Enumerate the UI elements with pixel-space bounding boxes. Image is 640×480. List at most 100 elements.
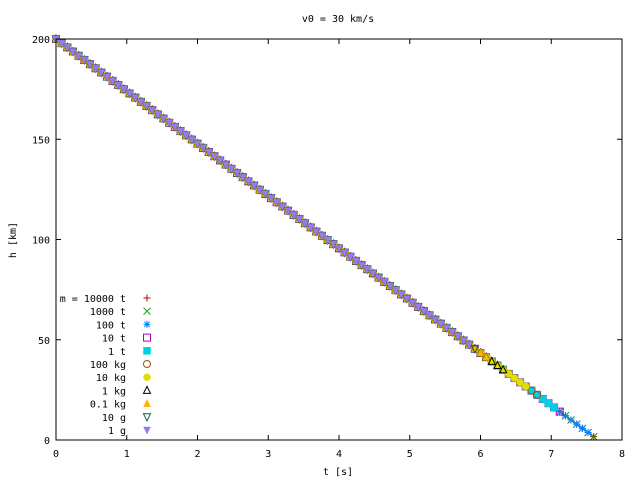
legend-marker [143,399,151,407]
legend-label: 1 t [108,347,126,358]
data-point [414,303,423,312]
data-point [204,148,213,157]
data-point [408,299,417,308]
data-point [57,39,66,48]
data-point [561,412,569,420]
data-point [318,232,326,241]
data-point [539,395,547,403]
y-tick-label: 0 [44,436,50,447]
data-point [153,111,162,119]
data-point [170,123,179,132]
data-point [567,416,575,424]
chart-title: v0 = 30 km/s [302,14,374,25]
data-point [272,199,281,207]
data-point [493,360,502,370]
x-tick-label: 8 [619,449,625,460]
data-point [120,85,128,94]
data-point [255,186,264,195]
data-point [136,98,145,107]
y-axis-label: h [km] [8,222,19,258]
data-point [210,152,219,161]
data-point [159,115,168,124]
data-point [340,249,349,258]
data-point [403,295,411,304]
data-point [369,270,377,278]
data-point [476,348,485,357]
data-point [103,73,111,82]
data-point [176,127,185,136]
legend-label: 1 g [108,426,126,437]
data-point [284,207,292,216]
legend-label: 10 t [102,334,126,345]
data-point [391,286,400,295]
legend-label: 0.1 kg [90,400,126,411]
legend-marker [143,426,151,435]
x-tick-label: 6 [477,449,483,460]
legend-label: 100 kg [90,360,126,371]
data-point [165,119,174,128]
data-point [527,386,536,395]
data-point [323,236,332,245]
data-point [448,328,457,337]
data-point [80,56,89,65]
data-point [244,178,253,186]
data-point [114,81,123,90]
y-tick-label: 100 [32,236,50,247]
legend-label: m = 10000 t [60,294,126,305]
data-point [216,157,225,165]
data-point [357,261,366,270]
legend-label: 100 t [96,320,126,331]
x-tick-label: 4 [336,449,342,460]
legend-marker [143,347,151,355]
data-point [108,77,117,86]
legend-label: 10 kg [96,373,126,384]
data-point [142,102,151,111]
legend-label: 1 kg [102,386,126,397]
data-point [505,370,513,378]
data-point [589,432,598,441]
data-point [522,382,530,391]
data-point [386,282,394,291]
data-point [227,165,236,174]
x-tick-label: 2 [194,449,200,460]
data-point [86,60,94,69]
data-point [91,65,100,73]
x-tick-label: 7 [548,449,554,460]
data-point [436,320,445,329]
data-point [250,182,259,191]
data-point [306,224,315,232]
data-point [301,219,309,228]
data-point [555,407,564,416]
data-point [431,316,440,325]
data-point [482,352,491,361]
x-tick-label: 5 [407,449,413,460]
data-point [69,48,77,57]
legend-marker [143,307,151,316]
data-point [238,173,247,182]
data-point [425,312,434,320]
data-point [465,341,474,350]
data-point [578,424,586,432]
data-point [550,403,558,412]
x-axis-label: t [s] [323,467,353,478]
data-point [182,132,191,140]
legend-marker [142,413,152,422]
data-point [487,356,497,365]
data-point [335,245,343,253]
data-point [352,257,360,266]
data-point [148,106,157,115]
data-point [193,140,202,149]
data-point [199,144,208,153]
data-point [544,399,553,407]
data-point [97,69,106,78]
data-point [419,307,428,316]
legend-marker [143,294,151,302]
data-point [397,291,406,299]
data-point [498,364,508,374]
legend-marker [143,320,151,328]
data-point [470,345,480,354]
x-tick-label: 3 [265,449,271,460]
data-point [289,211,298,220]
x-tick-label: 1 [124,449,130,460]
data-point [516,378,524,387]
